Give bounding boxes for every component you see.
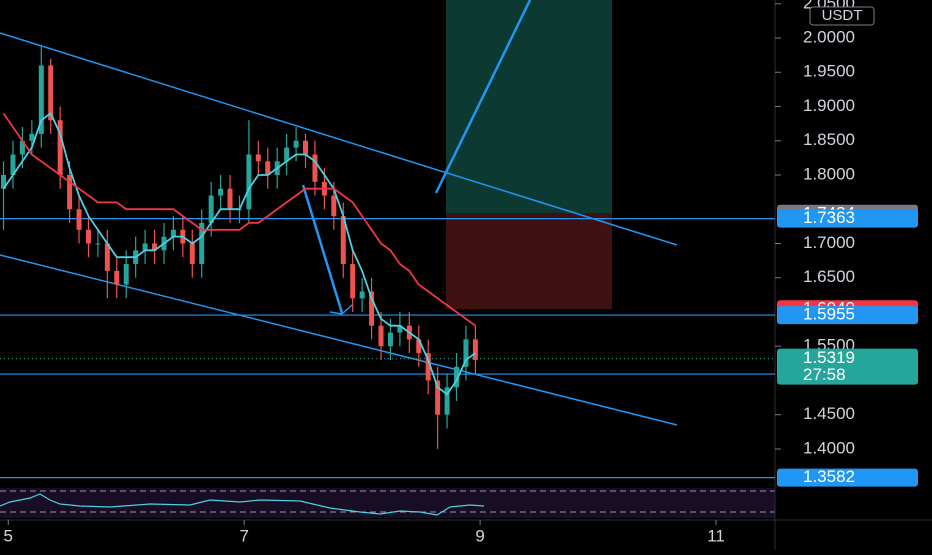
last-price-label: 1.5319: [803, 348, 855, 367]
candle-body: [189, 243, 195, 265]
candle-body: [255, 154, 261, 162]
trend-line: [0, 254, 678, 426]
candle-body: [378, 325, 384, 347]
y-tick-label: 1.4500: [803, 404, 855, 423]
candle-body: [38, 65, 44, 134]
candle-body: [67, 175, 73, 210]
y-tick-label: 1.7000: [803, 233, 855, 252]
last-price-badge: [777, 348, 918, 385]
y-tick-label: 1.6500: [803, 267, 855, 286]
x-tick-label: 7: [239, 526, 248, 545]
candle-body: [199, 222, 205, 265]
candle-body: [246, 154, 252, 210]
loss-zone: [446, 213, 612, 309]
candle-body: [265, 161, 271, 175]
candle-body: [218, 188, 224, 196]
candle-body: [76, 209, 82, 230]
candle-body: [152, 243, 158, 251]
candle-body: [303, 140, 309, 155]
rsi-panel: [0, 488, 775, 518]
candle-body: [350, 264, 356, 299]
candle-body: [397, 325, 403, 333]
x-tick-label: 5: [4, 526, 13, 545]
arrow-line: [434, 0, 532, 194]
candle-body: [142, 243, 148, 251]
candle-body: [359, 291, 365, 299]
candle-body: [340, 216, 346, 265]
y-tick-label: 2.0000: [803, 27, 855, 46]
profit-zone: [446, 0, 612, 213]
rsi-line: [0, 493, 485, 516]
candle-body: [454, 366, 460, 388]
candle-body: [284, 147, 290, 162]
candle-body: [463, 339, 469, 367]
candle-body: [435, 380, 441, 415]
candle-body: [208, 195, 214, 223]
candle-body: [57, 120, 63, 175]
candle-body: [104, 243, 110, 271]
candle-body: [85, 229, 91, 244]
arrow-head: [329, 304, 353, 315]
price-badge-label: 1.7363: [803, 208, 855, 227]
trend-line: [0, 32, 678, 246]
candle-body: [29, 133, 35, 141]
candle-body: [472, 339, 478, 360]
x-tick-label: 11: [707, 526, 725, 545]
candle-body: [369, 291, 375, 326]
y-tick-label: 1.9500: [803, 62, 855, 81]
y-tick-label: 1.8000: [803, 164, 855, 183]
price-badge: [777, 468, 918, 487]
candle-body: [114, 270, 120, 285]
moving-average: [2, 112, 476, 396]
candle-body: [170, 229, 176, 237]
currency-box: [809, 6, 875, 26]
price-badge: [777, 306, 918, 325]
candle-body: [387, 332, 393, 347]
y-tick-label: 1.4000: [803, 438, 855, 457]
countdown-label: 27:58: [803, 365, 846, 384]
candle-body: [227, 188, 233, 210]
candle-body: [1, 175, 7, 189]
price-badge-label: 1.5955: [803, 305, 855, 324]
x-tick-label: 9: [475, 526, 484, 545]
currency-label: USDT: [822, 7, 863, 24]
candle-body: [48, 65, 54, 121]
candle-body: [312, 154, 318, 182]
candle-body: [10, 154, 16, 175]
moving-average: [2, 112, 476, 327]
candle-body: [293, 140, 299, 148]
candle-body: [331, 195, 337, 217]
price-badge-label: 1.3582: [803, 467, 855, 486]
candle-body: [444, 387, 450, 415]
candle-body: [425, 353, 431, 381]
candle-body: [19, 140, 25, 155]
price-badge: [777, 209, 918, 228]
candle-body: [416, 339, 422, 354]
candle-body: [95, 243, 101, 245]
y-tick-label: 1.8500: [803, 130, 855, 149]
y-tick-label: 1.9000: [803, 96, 855, 115]
arrow-line: [301, 184, 344, 314]
candle-body: [123, 264, 129, 285]
